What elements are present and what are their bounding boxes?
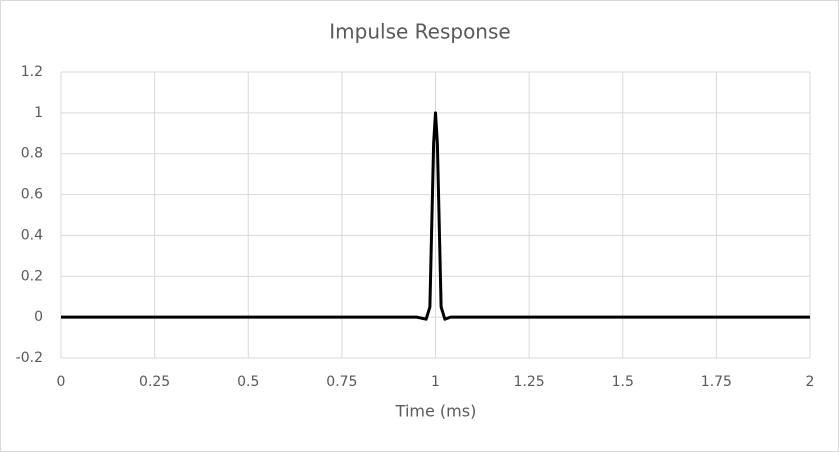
chart-title: Impulse Response [329, 20, 510, 44]
y-tick-label: 0.8 [21, 146, 43, 162]
y-tick-label: 1 [34, 105, 43, 121]
x-tick-label: 2 [806, 374, 815, 390]
y-tick-label: 0.2 [21, 268, 43, 284]
x-tick-label: 0.5 [237, 374, 259, 390]
x-tick-label: 1 [431, 374, 440, 390]
y-tick-label: 1.2 [21, 64, 43, 80]
y-tick-label: 0.6 [21, 187, 43, 203]
x-tick-label: 0.25 [139, 374, 170, 390]
y-tick-label: -0.2 [16, 350, 43, 366]
x-tick-label: 1.25 [514, 374, 545, 390]
x-tick-label: 1.5 [612, 374, 634, 390]
x-tick-label: 0.75 [326, 374, 357, 390]
y-tick-label: 0.4 [21, 227, 43, 243]
data-line [61, 111, 810, 321]
x-axis-title: Time (ms) [395, 402, 477, 421]
x-tick-label: 0 [57, 374, 66, 390]
x-tick-label: 1.75 [701, 374, 732, 390]
y-tick-label: 0 [34, 309, 43, 325]
